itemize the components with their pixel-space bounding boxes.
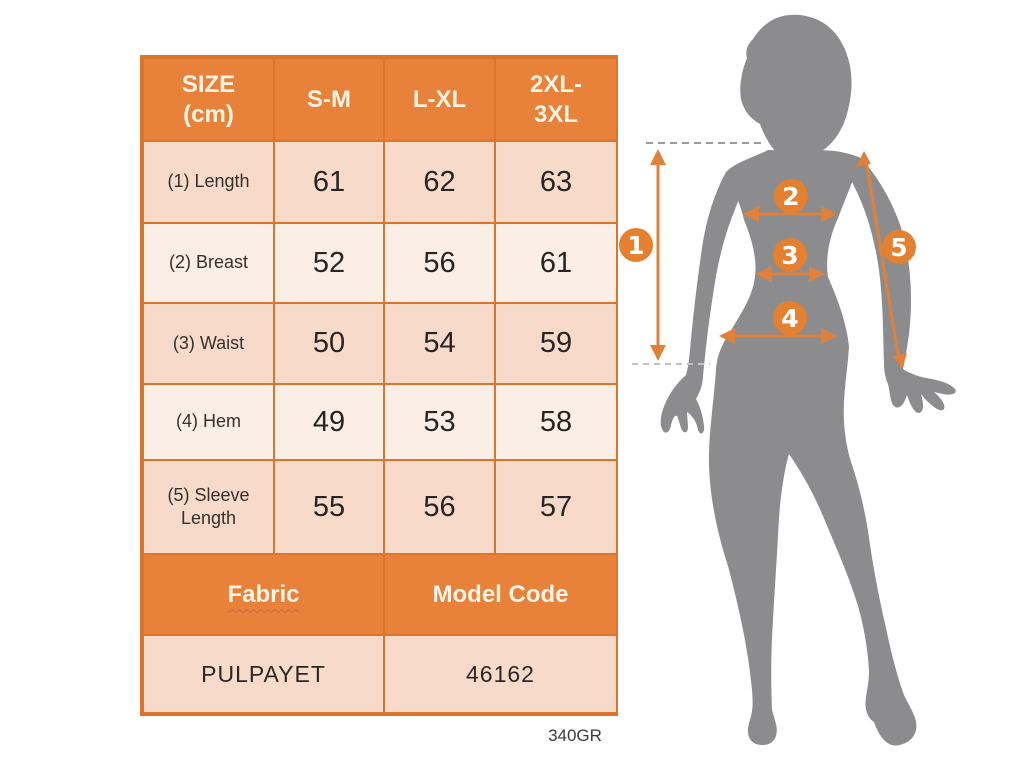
header-size-unit: SIZE (cm) bbox=[144, 59, 273, 140]
model-code-value: 46162 bbox=[385, 636, 616, 712]
row-label-waist: (3) Waist bbox=[144, 304, 273, 383]
value-sleeve-lxl: 56 bbox=[385, 461, 494, 553]
row-label-hem: (4) Hem bbox=[144, 385, 273, 459]
badge-2: 2 bbox=[774, 179, 808, 213]
header-size-sm-label: S-M bbox=[307, 85, 351, 113]
fabric-value: PULPAYET bbox=[144, 636, 383, 712]
badge-5-number: 5 bbox=[890, 233, 907, 262]
hem-arrow bbox=[719, 328, 837, 344]
female-silhouette bbox=[660, 14, 956, 746]
measurement-badges: 1 2 3 4 5 bbox=[619, 179, 916, 335]
badge-1: 1 bbox=[619, 228, 653, 262]
value-hem-2xl3xl: 58 bbox=[496, 385, 616, 459]
breast-arrow bbox=[743, 206, 837, 222]
value-length-2xl3xl: 63 bbox=[496, 142, 616, 222]
badge-3-number: 3 bbox=[781, 241, 798, 270]
model-code-header-label: Model Code bbox=[432, 580, 569, 608]
row-label-length: (1) Length bbox=[144, 142, 273, 222]
weight-note: 340GR bbox=[548, 726, 602, 745]
badge-3: 3 bbox=[773, 238, 807, 272]
model-code-header: Model Code bbox=[385, 555, 616, 634]
row-label-breast: (2) Breast bbox=[144, 224, 273, 302]
value-breast-lxl: 56 bbox=[385, 224, 494, 302]
header-size-2xl3xl: 2XL-3XL bbox=[496, 59, 616, 140]
fabric-header-label: Fabric bbox=[227, 580, 300, 608]
header-size-lxl-label: L-XL bbox=[412, 85, 467, 113]
size-chart-table: SIZE (cm) S-M L-XL 2XL-3XL (1) Length 61… bbox=[140, 55, 618, 716]
fabric-header: Fabric bbox=[144, 555, 383, 634]
value-breast-sm: 52 bbox=[275, 224, 383, 302]
value-waist-lxl: 54 bbox=[385, 304, 494, 383]
value-length-lxl: 62 bbox=[385, 142, 494, 222]
value-hem-lxl: 53 bbox=[385, 385, 494, 459]
value-sleeve-2xl3xl: 57 bbox=[496, 461, 616, 553]
value-waist-sm: 50 bbox=[275, 304, 383, 383]
value-waist-2xl3xl: 59 bbox=[496, 304, 616, 383]
waist-arrow bbox=[756, 266, 825, 282]
sleeve-length-arrow bbox=[856, 151, 907, 369]
value-hem-sm: 49 bbox=[275, 385, 383, 459]
badge-5: 5 bbox=[882, 230, 916, 264]
badge-4-number: 4 bbox=[781, 304, 798, 333]
row-label-sleeve-length: (5) Sleeve Length bbox=[144, 461, 273, 553]
badge-1-number: 1 bbox=[627, 231, 644, 260]
badge-4: 4 bbox=[773, 301, 807, 335]
value-sleeve-sm: 55 bbox=[275, 461, 383, 553]
header-size-unit-label: SIZE (cm) bbox=[181, 70, 236, 128]
header-size-lxl: L-XL bbox=[385, 59, 494, 140]
header-size-2xl3xl-label: 2XL-3XL bbox=[529, 70, 582, 128]
length-arrow bbox=[650, 149, 666, 361]
value-breast-2xl3xl: 61 bbox=[496, 224, 616, 302]
badge-2-number: 2 bbox=[782, 182, 799, 211]
value-length-sm: 61 bbox=[275, 142, 383, 222]
header-size-sm: S-M bbox=[275, 59, 383, 140]
